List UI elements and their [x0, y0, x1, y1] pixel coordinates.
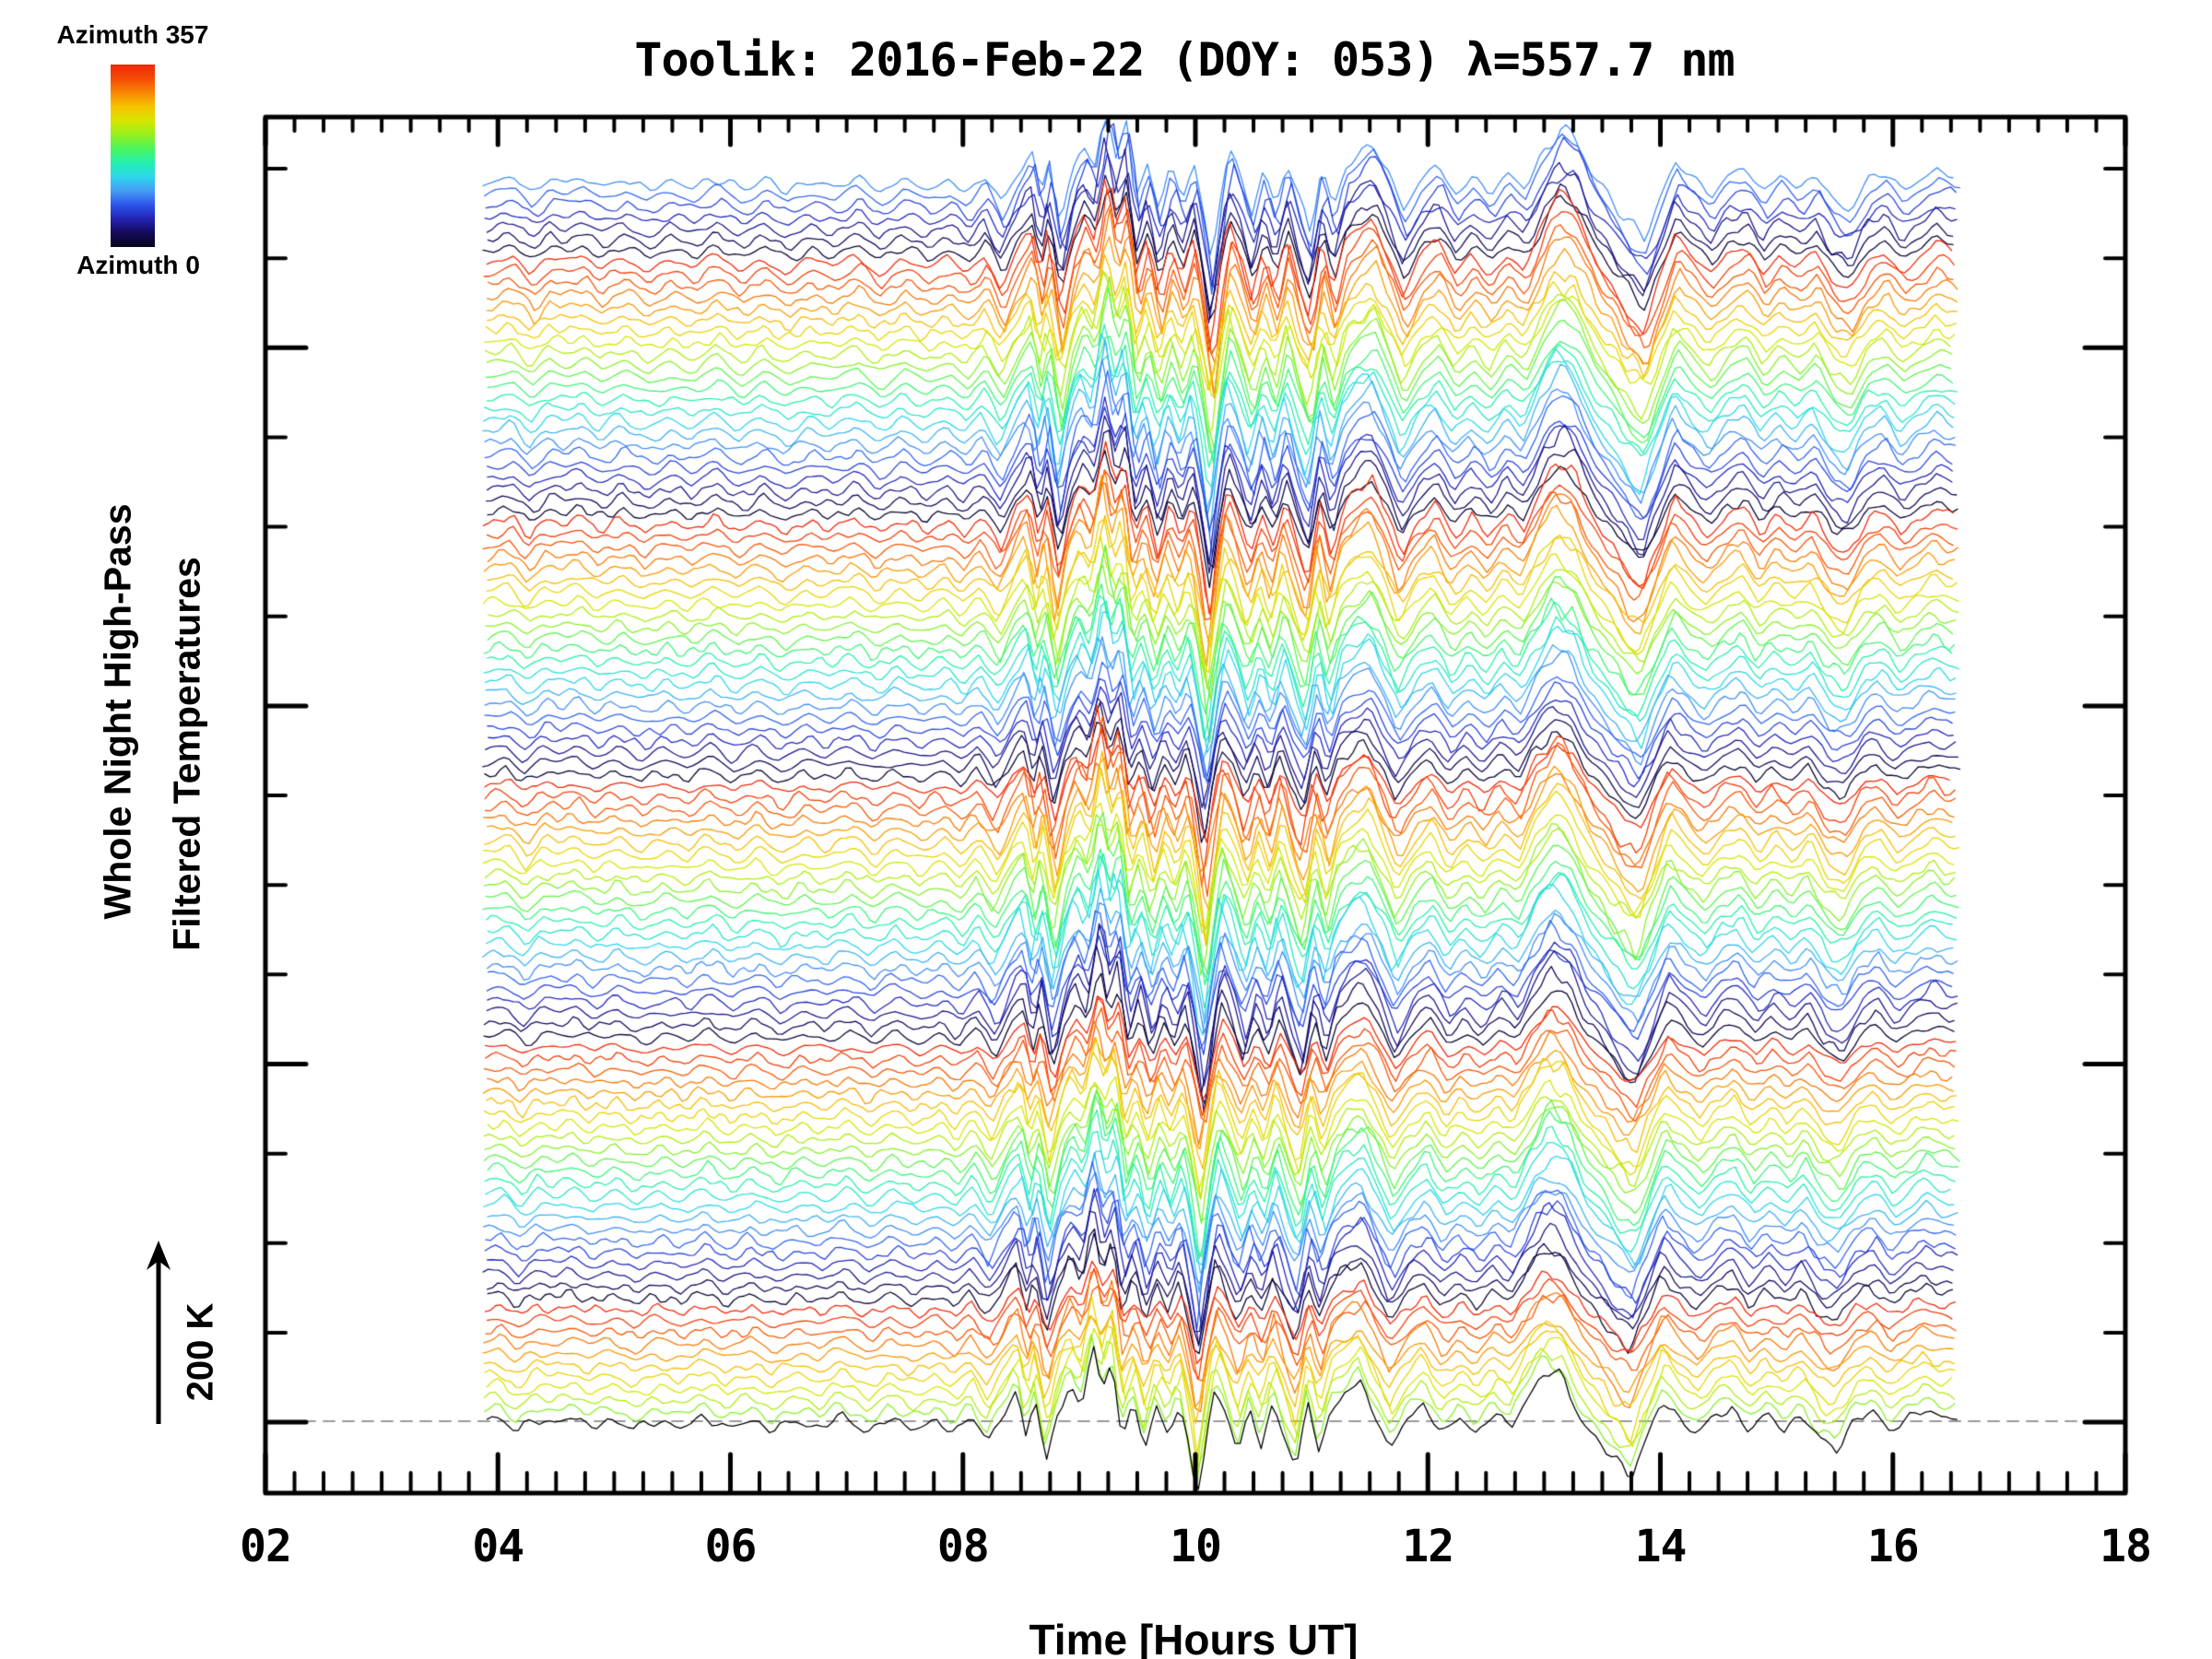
colorbar-max-label: Azimuth 357 [56, 20, 209, 49]
azimuth-colorbar [111, 65, 155, 247]
scale-arrow-icon [147, 1241, 171, 1424]
colorbar-min-label: Azimuth 0 [76, 251, 200, 279]
x-tick-label: 16 [1866, 1521, 1920, 1572]
x-tick-label: 14 [1634, 1521, 1688, 1572]
y-axis-label-line-2: Filtered Temperatures [165, 557, 208, 951]
x-tick-label: 12 [1402, 1521, 1454, 1572]
x-tick-label: 10 [1170, 1521, 1222, 1572]
x-tick-label: 18 [2100, 1521, 2152, 1572]
page-title: Toolik: 2016-Feb-22 (DOY: 053) λ=557.7 n… [634, 33, 1735, 87]
scale-arrow-label: 200 K [180, 1302, 221, 1402]
x-axis-title: Time [Hours UT] [1029, 1616, 1359, 1659]
x-tick-label: 08 [936, 1521, 990, 1572]
x-tick-label: 02 [240, 1521, 292, 1572]
x-tick-label: 06 [704, 1521, 758, 1572]
y-axis-label-line-1: Whole Night High-Pass [96, 503, 139, 920]
x-tick-label: 04 [472, 1521, 524, 1572]
